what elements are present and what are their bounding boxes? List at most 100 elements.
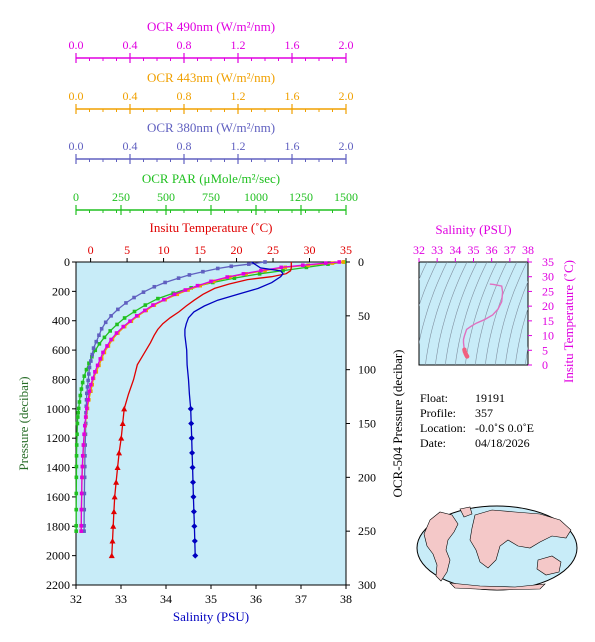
par-point — [87, 361, 91, 366]
pressure-tick-label: 1600 — [46, 490, 70, 504]
ocr490-point — [80, 475, 84, 480]
ts-density-contour — [425, 262, 458, 365]
par-point — [74, 523, 78, 528]
ts-temperature-tick-label: 35 — [542, 255, 554, 269]
ts-density-contours — [419, 262, 528, 365]
salinity-point — [189, 464, 196, 471]
map-landmass-greenland — [459, 506, 473, 518]
ocr443-point — [175, 292, 180, 297]
ocr490-point — [98, 357, 103, 361]
ocr443-point — [198, 283, 202, 288]
par-point — [108, 329, 112, 333]
ocr490-point — [101, 350, 105, 355]
ts-density-contour — [495, 262, 528, 365]
ts-temperature-tick-label: 0 — [542, 358, 548, 372]
salinity-tick-label: 32 — [70, 592, 82, 606]
par-point — [257, 272, 262, 276]
ocr380-point — [116, 307, 120, 312]
ocr490-point — [105, 344, 109, 348]
pressure-tick-label: 1000 — [46, 402, 70, 416]
par-point — [97, 342, 102, 346]
ts-density-contour — [475, 262, 508, 365]
ocr490-point — [95, 363, 100, 368]
ocr490-tick-label: 0.8 — [177, 38, 192, 52]
float-info: Float: 19191 Profile: 357 Location: -0.0… — [420, 391, 534, 450]
pressure-axis-label: Pressure (decibar) — [16, 376, 31, 470]
ocr490-point — [82, 432, 86, 437]
ocr490-point — [80, 454, 85, 458]
ocr490-point — [93, 370, 97, 374]
ts-salinity-tick-label: 36 — [486, 243, 498, 257]
ts-salinity-tick-label: 35 — [468, 243, 480, 257]
ts-temperature-tick-label: 25 — [542, 284, 554, 298]
salinity-point — [190, 508, 197, 515]
salinity-point — [188, 420, 195, 427]
ocr443-tick-label: 1.6 — [285, 89, 300, 103]
ocr380-point — [85, 391, 89, 396]
ocr490-line — [80, 261, 340, 532]
temperature-tick-label: 20 — [231, 243, 243, 257]
ocr380-point — [247, 262, 251, 266]
pressure-tick-label: 200 — [52, 284, 70, 298]
temperature-point — [110, 523, 117, 529]
ocr380-tick-label: 1.6 — [285, 139, 300, 153]
ts-salinity-axis-label: Salinity (PSU) — [435, 222, 511, 237]
ocr490-point — [79, 507, 84, 512]
ocr490-point — [79, 491, 84, 496]
temperature-point — [119, 420, 126, 426]
par-point — [76, 406, 81, 411]
temperature-tick-label: 25 — [267, 243, 279, 257]
ocr380-tick-label: 2.0 — [339, 139, 354, 153]
ts-temperature-tick-label: 15 — [542, 314, 554, 328]
ocr490-point — [337, 260, 342, 264]
ts-salinity-tick-label: 38 — [522, 243, 534, 257]
map-landmass-americas — [423, 511, 459, 582]
profile-value: 357 — [475, 406, 493, 420]
ocr380-axis-label: OCR 380nm (W/m²/nm) — [147, 120, 275, 135]
ocr380-point — [84, 404, 89, 409]
pressure-tick-label: 2200 — [46, 578, 70, 592]
par-point — [74, 454, 79, 458]
ocr380-point — [229, 264, 234, 269]
ts-salinity-tick-label: 34 — [449, 243, 461, 257]
temperature-tick-label: 10 — [158, 243, 170, 257]
par-point — [80, 380, 85, 385]
ts-density-contour — [435, 262, 468, 365]
ocr-pressure-tick-label: 200 — [358, 470, 376, 484]
salinity-tick-label: 38 — [340, 592, 352, 606]
par-point — [74, 507, 79, 512]
ocr380-point — [124, 301, 128, 305]
ocr490-point — [172, 292, 177, 297]
ts-point — [462, 347, 467, 352]
ocr-pressure-tick-label: 0 — [358, 255, 364, 269]
pressure-tick-label: 1800 — [46, 519, 70, 533]
ocr490-point — [301, 263, 305, 268]
temperature-line — [111, 262, 292, 556]
par-point — [74, 464, 79, 469]
temperature-axis-label: Insitu Temperature (˚C) — [149, 220, 272, 235]
ocr-pressure-tick-label: 50 — [358, 309, 370, 323]
ocr490-tick-label: 0.4 — [123, 38, 138, 52]
ocr380-point — [109, 314, 113, 318]
salinity-tick-label: 34 — [160, 592, 172, 606]
par-axis-label: OCR PAR (μMole/m²/sec) — [142, 171, 280, 186]
ocr490-tick-label: 2.0 — [339, 38, 354, 52]
temperature-point — [121, 405, 128, 412]
salinity-point — [188, 435, 195, 442]
ts-temperature-tick-label: 30 — [542, 270, 554, 284]
par-point — [84, 367, 89, 372]
ocr380-tick-label: 0.8 — [177, 139, 192, 153]
ocr443-tick-label: 0.8 — [177, 89, 192, 103]
par-point — [232, 276, 237, 280]
ocr380-point — [82, 475, 87, 480]
ocr380-point — [152, 284, 157, 289]
ocr380-point — [87, 365, 92, 370]
ocr-pressure-tick-label: 100 — [358, 363, 376, 377]
ocr380-point — [89, 359, 93, 363]
temperature-point — [118, 435, 125, 441]
location-label: Location: — [420, 421, 466, 435]
ocr490-point — [225, 275, 229, 279]
temperature-tick-label: 30 — [304, 243, 316, 257]
ocr490-axis-label: OCR 490nm (W/m²/nm) — [147, 19, 275, 34]
ts-salinity-tick-label: 33 — [431, 243, 443, 257]
